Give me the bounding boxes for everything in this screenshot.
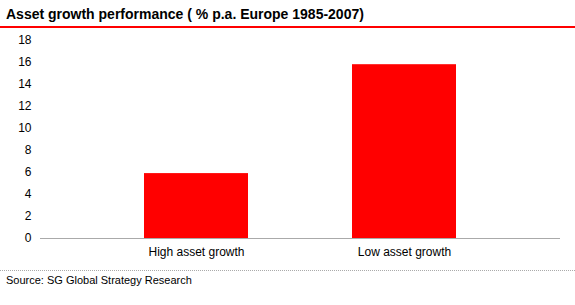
svg-text:0: 0 (25, 231, 32, 245)
svg-text:12: 12 (18, 99, 32, 113)
svg-text:16: 16 (18, 55, 32, 69)
svg-text:Low asset growth: Low asset growth (358, 245, 451, 259)
svg-text:8: 8 (25, 143, 32, 157)
svg-text:4: 4 (25, 187, 32, 201)
svg-text:10: 10 (18, 121, 32, 135)
svg-text:2: 2 (25, 209, 32, 223)
svg-text:14: 14 (18, 77, 32, 91)
svg-text:18: 18 (18, 33, 32, 47)
svg-text:6: 6 (25, 165, 32, 179)
svg-text:High asset growth: High asset growth (148, 245, 244, 259)
html-text:Source: SG Global Strategy Res: Source: SG Global Strategy Research (6, 274, 192, 286)
html-text:Asset growth performance ( % p: Asset growth performance ( % p.a. Europe… (6, 6, 364, 22)
